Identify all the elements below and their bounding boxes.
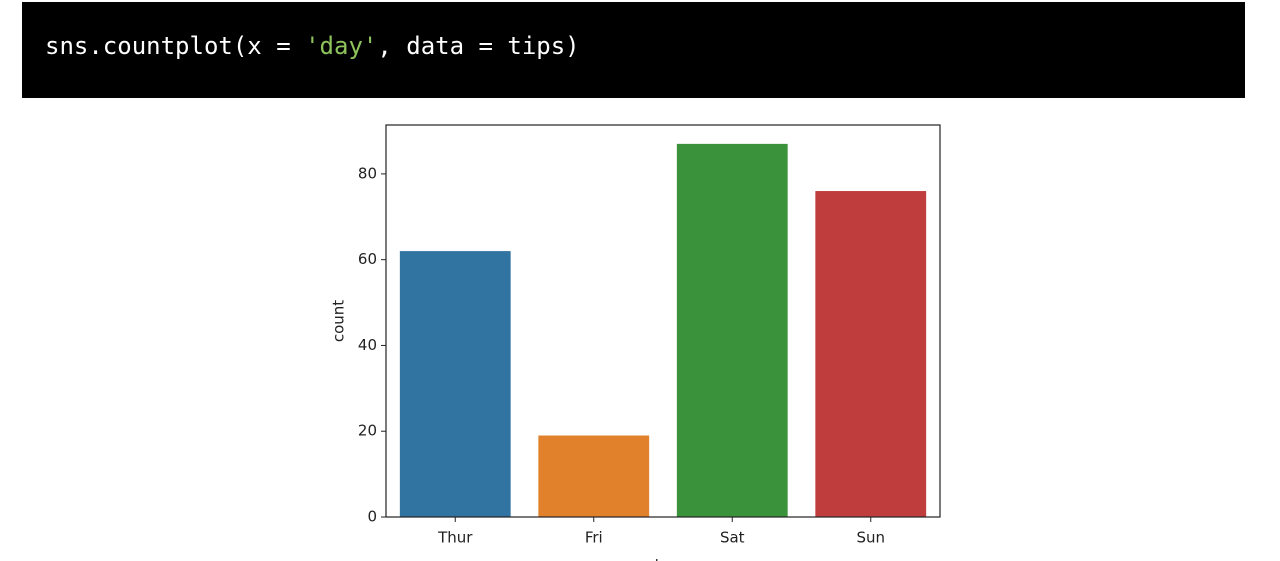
y-axis-label: count: [330, 300, 348, 342]
bar: [815, 191, 927, 517]
y-tick-label: 20: [358, 422, 377, 440]
bar: [399, 251, 511, 517]
x-tick-label: Fri: [585, 529, 603, 547]
bar: [538, 435, 650, 517]
x-tick-label: Thur: [437, 529, 473, 547]
plot-frame: [385, 124, 941, 518]
bar: [676, 143, 788, 517]
x-tick-label: Sat: [720, 529, 745, 547]
y-tick-label: 80: [358, 164, 377, 182]
code-string: 'day': [305, 32, 378, 60]
code-line: sns.countplot(x = 'day', data = tips): [45, 32, 580, 60]
x-axis-label: day: [649, 557, 677, 561]
y-tick-label: 40: [358, 336, 377, 354]
y-tick-label: 60: [358, 250, 377, 268]
x-tick-label: Sun: [856, 529, 885, 547]
code-text: , data = tips): [377, 32, 580, 60]
y-tick-label: 0: [367, 508, 377, 526]
code-block: sns.countplot(x = 'day', data = tips): [22, 2, 1245, 98]
code-text: sns.countplot(x =: [45, 32, 306, 60]
